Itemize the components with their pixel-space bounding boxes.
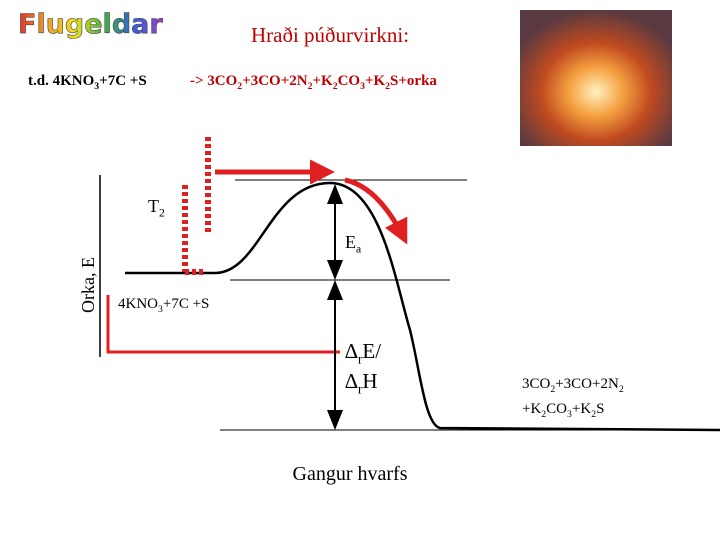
- y-axis-label: Orka, E: [78, 257, 98, 313]
- explosion-image: [520, 10, 672, 146]
- subscript: 2: [237, 81, 242, 92]
- delta-label: ∆rH: [345, 369, 378, 396]
- text-part: 3CO: [522, 376, 551, 392]
- products-label: 3CO2+3CO+2N2: [522, 376, 624, 395]
- title: Hraði púðurvirkni:: [251, 23, 409, 47]
- text-part: -> 3CO: [190, 73, 237, 89]
- delta-label: ∆rE/: [345, 339, 381, 366]
- text-part: S: [596, 401, 604, 417]
- subscript: 3: [360, 81, 365, 92]
- subscript: 2: [385, 81, 390, 92]
- subscript: 3: [94, 81, 99, 92]
- temperature-label: T2: [148, 196, 165, 220]
- text-part: ∆: [345, 339, 358, 363]
- text-part: +3CO+2N: [242, 73, 308, 89]
- text-part: E/: [362, 339, 381, 363]
- text-part: H: [362, 369, 377, 393]
- subscript: 2: [591, 409, 596, 420]
- text-part: ∆: [345, 369, 358, 393]
- text-part: +K: [365, 73, 386, 89]
- subscript: r: [358, 381, 363, 396]
- text-part: +K: [312, 73, 333, 89]
- x-axis-label: Gangur hvarfs: [293, 463, 408, 485]
- red-bracket: [106, 295, 340, 354]
- text-part: E: [345, 232, 356, 252]
- text-part: t.d. 4KNO: [28, 73, 94, 89]
- subscript: r: [358, 351, 363, 366]
- logo: Flugeldar: [18, 9, 163, 40]
- subscript: 2: [308, 81, 313, 92]
- subscript: 2: [619, 384, 624, 395]
- text-part: CO: [338, 73, 361, 89]
- text-part: +K: [572, 401, 591, 417]
- energy-curve: [125, 181, 720, 432]
- example-products: -> 3CO2+3CO+2N2+K2CO3+K2S+orka: [190, 73, 437, 92]
- example-label: t.d. 4KNO3+7C +S: [28, 73, 147, 92]
- text-part: +K: [522, 401, 541, 417]
- subscript: 3: [567, 409, 572, 420]
- text-part: CO: [546, 401, 567, 417]
- subscript: 2: [159, 207, 165, 220]
- subscript: 3: [158, 304, 163, 315]
- red-arrow-down: [344, 177, 408, 245]
- subscript: 2: [550, 384, 555, 395]
- text-part: +3CO+2N: [555, 376, 619, 392]
- text-part: T: [148, 196, 159, 216]
- subscript: 2: [541, 409, 546, 420]
- text-part: +7C +S: [163, 296, 210, 312]
- products-label: +K2CO3+K2S: [522, 401, 604, 420]
- subscript: 2: [333, 81, 338, 92]
- text-part: 4KNO: [118, 296, 158, 312]
- subscript: a: [356, 243, 362, 256]
- reactants-label: 4KNO3+7C +S: [118, 296, 209, 315]
- activation-label: Ea: [345, 232, 362, 256]
- text-part: +7C +S: [99, 73, 147, 89]
- text-part: S+orka: [390, 73, 437, 89]
